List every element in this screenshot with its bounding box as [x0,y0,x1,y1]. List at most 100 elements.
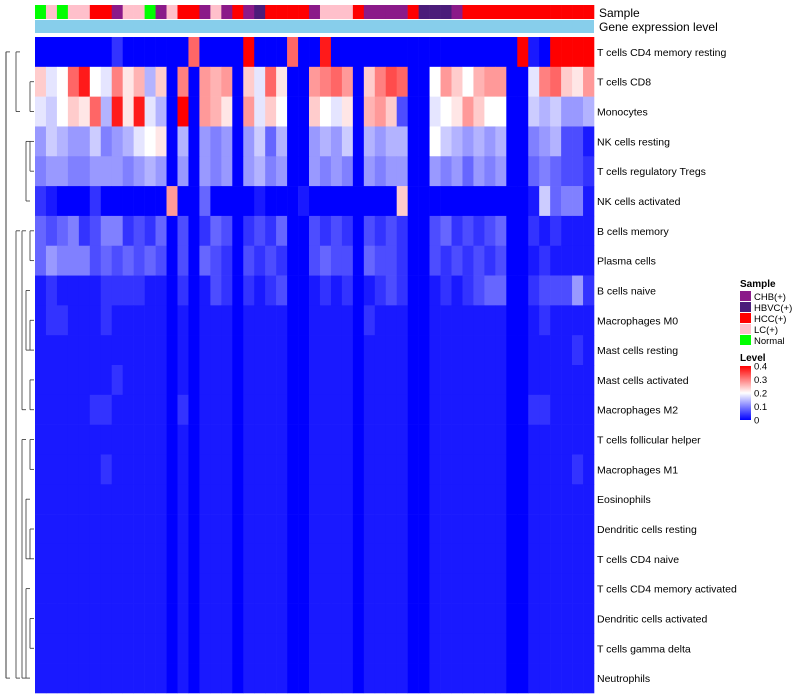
heatmap-cell [287,365,299,396]
heatmap-cell [539,394,551,425]
heatmap-cell [473,66,485,97]
sample-annotation-cell [484,5,496,19]
heatmap-cell [287,186,299,217]
heatmap-cell [352,186,365,217]
heatmap-cell [56,215,69,247]
heatmap-cell [539,365,551,396]
heatmap-cell [67,514,80,545]
heatmap-cell [56,37,69,68]
heatmap-cell [309,156,321,187]
heatmap-cell [473,543,485,575]
sample-annotation-cell [528,5,540,19]
heatmap-cell [352,454,365,485]
heatmap-cell [363,365,376,396]
heatmap-cell [144,215,156,247]
heatmap-cell [407,663,419,694]
heatmap-cell [254,633,266,664]
heatmap-cell [495,37,507,68]
heatmap-cell [199,66,211,97]
heatmap-cell [484,335,496,366]
sample-annotation-cell [100,5,113,19]
heatmap-cell [122,454,134,485]
heatmap-cell [330,573,343,604]
heatmap-cell [56,305,69,336]
heatmap-cell [265,484,277,515]
heatmap-cell [561,96,573,127]
heatmap-cell [309,394,321,425]
heatmap-cell [363,573,376,604]
heatmap-cell [561,156,573,187]
heatmap-cell [407,215,419,247]
heatmap-cell [539,543,551,575]
row-label: T cells CD4 memory resting [597,47,726,59]
heatmap-cell [440,126,452,157]
heatmap-cell [177,543,189,575]
heatmap-cell [484,365,496,396]
heatmap-cell [418,305,430,336]
heatmap-cell [188,573,200,604]
heatmap-cell [177,573,189,604]
heatmap-cell [330,424,343,455]
heatmap-cell [199,215,211,247]
heatmap-cell [385,335,398,366]
heatmap-cell [298,215,310,247]
heatmap-cell [210,37,222,68]
heatmap-cell [243,573,255,604]
heatmap-cell [330,514,343,545]
heatmap-cell [550,245,562,276]
heatmap-cell [89,365,102,396]
heatmap-cell [155,543,167,575]
heatmap-cell [89,215,102,247]
heatmap-cell [418,335,430,366]
heatmap-cell [100,424,113,455]
heatmap-cell [385,543,398,575]
heatmap-cell [561,275,573,306]
heatmap-cell [188,454,200,485]
heatmap-cell [144,126,156,157]
heatmap-cell [100,543,113,575]
heatmap-cell [100,603,113,634]
heatmap-cell [133,394,145,425]
heatmap-cell [407,543,419,575]
heatmap-cell [166,186,178,217]
heatmap-cell [473,514,485,545]
heatmap-cell [100,305,113,336]
heatmap-cell [495,603,507,634]
heatmap-cell [363,633,376,664]
heatmap-cell [265,663,277,694]
heatmap-cell [177,603,189,634]
heatmap-cell [67,275,80,306]
heatmap-cell [352,543,365,575]
heatmap-cell [45,215,58,247]
heatmap-cell [451,543,463,575]
heatmap-cell [528,215,540,247]
heatmap-cell [550,603,562,634]
heatmap-cell [495,365,507,396]
heatmap-cell [528,633,540,664]
heatmap-cell [583,305,595,336]
heatmap-cell [100,156,113,187]
heatmap-cell [517,514,529,545]
heatmap-cell [385,424,398,455]
heatmap-cell [517,633,529,664]
heatmap-cell [111,424,123,455]
heatmap-cell [67,543,80,575]
heatmap-cell [35,245,47,276]
row-label: B cells memory [597,226,670,238]
heatmap-cell [287,484,299,515]
sample-annotation-cell [210,5,222,19]
heatmap-cell [298,394,310,425]
heatmap-cell [418,454,430,485]
heatmap-cell [177,215,189,247]
heatmap-cell [319,305,332,336]
heatmap-cell [265,37,277,68]
heatmap-cell [144,186,156,217]
row-label: T cells CD4 memory activated [597,584,737,596]
heatmap-cell [495,454,507,485]
heatmap-cell [396,215,408,247]
heatmap-cell [199,454,211,485]
heatmap-cell [254,186,266,217]
heatmap-cell [462,633,474,664]
heatmap-cell [319,275,332,306]
level-tick-label: 0.1 [754,402,767,413]
